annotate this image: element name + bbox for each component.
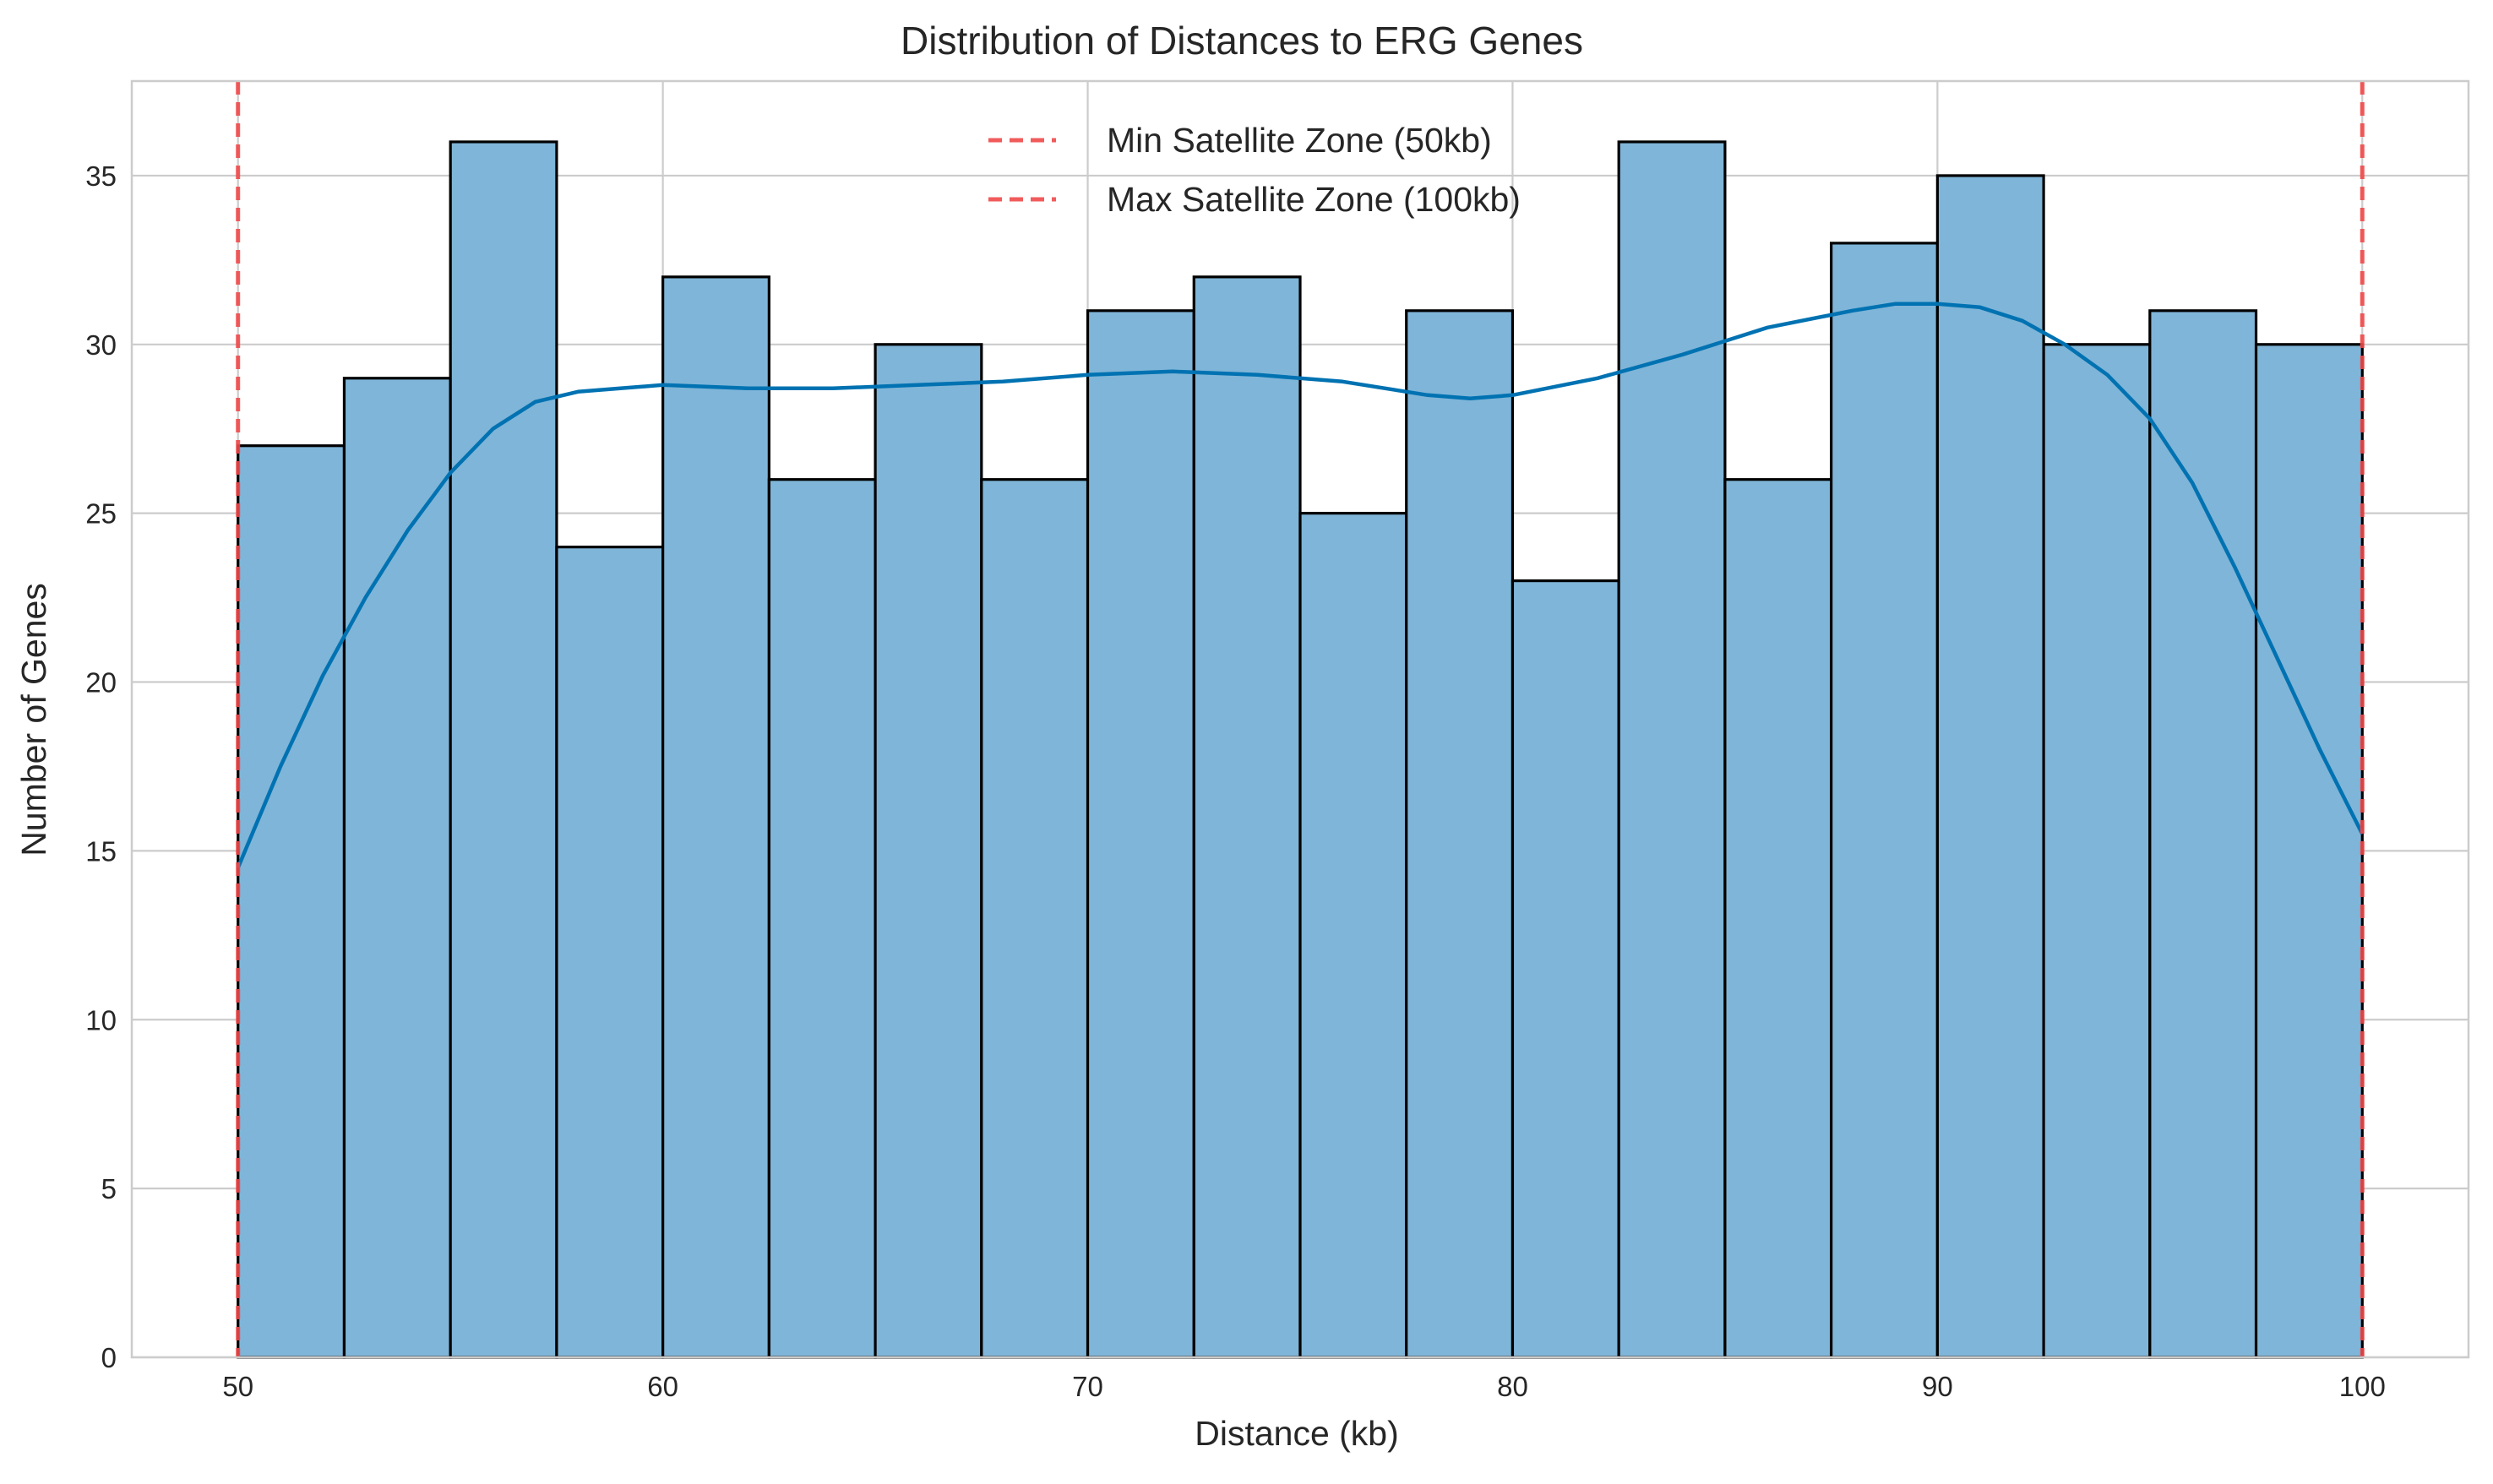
histogram-bar <box>1617 140 1727 1359</box>
y-tick-label: 35 <box>85 160 117 192</box>
histogram-bar <box>1830 242 1939 1359</box>
histogram-bar <box>1723 478 1833 1359</box>
y-tick-label: 30 <box>85 329 117 361</box>
y-tick-label: 20 <box>85 667 117 699</box>
y-axis-label: Number of Genes <box>14 583 53 856</box>
legend-label-max: Max Satellite Zone (100kb) <box>1107 180 1521 219</box>
x-axis-label: Distance (kb) <box>1195 1414 1399 1453</box>
histogram-bar <box>1510 579 1620 1359</box>
histogram-bar <box>1192 275 1302 1359</box>
x-tick-label: 80 <box>1497 1371 1528 1402</box>
kde-line <box>236 302 2365 869</box>
chart-title: Distribution of Distances to ERG Genes <box>901 19 1583 63</box>
histogram-bar <box>449 140 558 1359</box>
histogram-bar <box>1405 309 1515 1359</box>
x-tick-label: 60 <box>647 1371 678 1402</box>
histogram-bar <box>874 343 983 1359</box>
histogram-bar <box>2254 343 2364 1359</box>
histogram-bar <box>980 478 1090 1359</box>
y-tick-label: 25 <box>85 498 117 530</box>
histogram-bar <box>342 377 452 1359</box>
plot-frame <box>130 79 2470 1359</box>
x-tick-label: 90 <box>1922 1371 1953 1402</box>
y-tick-label: 5 <box>101 1173 117 1204</box>
histogram-bar <box>1935 174 2045 1359</box>
histogram-bar <box>1298 512 1408 1359</box>
histogram-bar <box>2148 309 2258 1359</box>
y-tick-label: 10 <box>85 1004 117 1036</box>
x-tick-label: 50 <box>222 1371 253 1402</box>
histogram-bar <box>1086 309 1195 1359</box>
histogram-bar <box>237 444 346 1359</box>
x-tick-label: 100 <box>2339 1371 2386 1402</box>
y-tick-label: 0 <box>101 1342 117 1373</box>
x-tick-label: 70 <box>1072 1371 1103 1402</box>
legend-label-min: Min Satellite Zone (50kb) <box>1107 121 1492 160</box>
y-tick-label: 15 <box>85 835 117 867</box>
histogram-bar <box>555 546 665 1359</box>
histogram-bar <box>767 478 877 1359</box>
histogram-bar <box>2042 343 2152 1359</box>
legend: Min Satellite Zone (50kb) Max Satellite … <box>988 121 1521 219</box>
histogram-bar <box>661 275 770 1359</box>
